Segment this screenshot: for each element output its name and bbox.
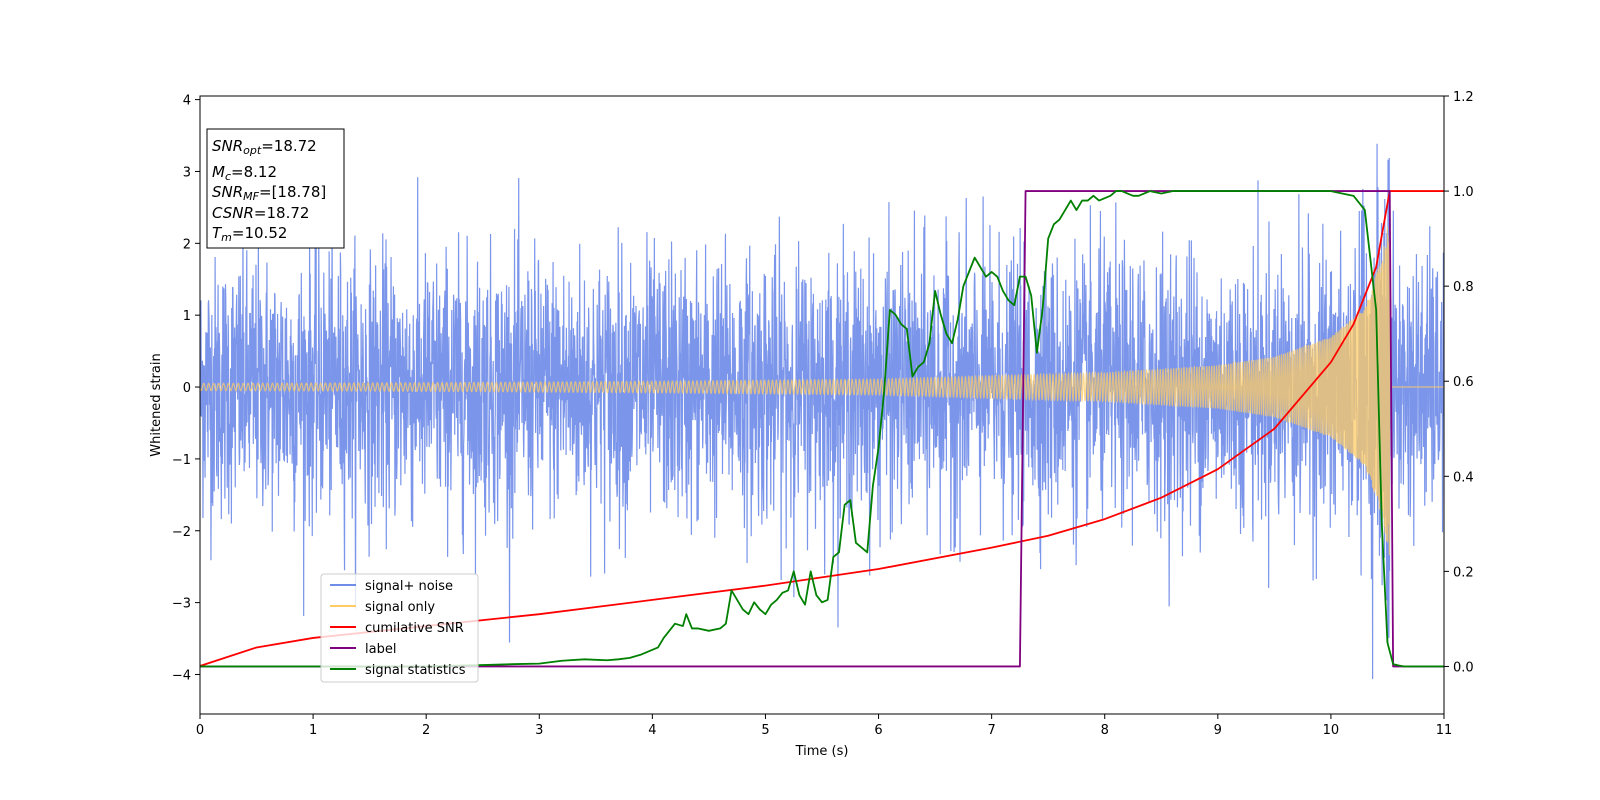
y2-tick-label: 1.2: [1453, 90, 1474, 105]
x-axis: 0 1 2 3 4 5 6 7 8 9 10 11: [196, 714, 1452, 738]
y-tick-label: −3: [172, 597, 191, 612]
y-tick-label: 1: [183, 309, 191, 324]
x-tick-label: 5: [761, 723, 769, 738]
series-signal-only: [200, 219, 1444, 556]
x-tick-label: 6: [874, 723, 882, 738]
info-mc: Mc=8.12: [212, 163, 277, 183]
info-csnr: CSNR=18.72: [212, 204, 309, 222]
x-tick-label: 8: [1101, 723, 1109, 738]
y2-tick-label: 0.2: [1453, 565, 1474, 580]
y-tick-label: −2: [172, 525, 191, 540]
legend-label-cumulative-snr: cumilative SNR: [365, 621, 464, 636]
y2-tick-label: 0.0: [1453, 660, 1474, 675]
info-tm: Tm=10.52: [212, 224, 287, 244]
y-axis-left: 4 3 2 1 0 −1 −2 −3 −4: [172, 94, 200, 683]
series-signal-noise: [200, 143, 1444, 680]
y-tick-label: 3: [183, 165, 191, 180]
x-tick-label: 11: [1436, 723, 1453, 738]
legend: signal+ noise signal only cumilative SNR…: [320, 573, 479, 683]
x-tick-label: 9: [1214, 723, 1222, 738]
y2-tick-label: 0.6: [1453, 375, 1474, 390]
y2-tick-label: 0.4: [1453, 470, 1474, 485]
y-tick-label: 4: [183, 94, 191, 109]
y2-tick-label: 0.8: [1453, 280, 1474, 295]
y-tick-label: −4: [172, 668, 191, 683]
x-tick-label: 3: [535, 723, 543, 738]
info-box: SNRopt=18.72 Mc=8.12 SNRMF=[18.78] CSNR=…: [206, 128, 345, 249]
y-tick-label: −1: [172, 453, 191, 468]
x-tick-label: 4: [648, 723, 656, 738]
y-axis-label: Whitened strain: [149, 353, 164, 456]
legend-label-signal-only: signal only: [365, 600, 435, 615]
x-axis-label: Time (s): [795, 744, 849, 759]
legend-label-signal-statistics: signal statistics: [365, 663, 466, 678]
x-tick-label: 1: [309, 723, 317, 738]
x-tick-label: 0: [196, 723, 204, 738]
y2-tick-label: 1.0: [1453, 185, 1474, 200]
x-tick-label: 10: [1323, 723, 1340, 738]
y-tick-label: 2: [183, 237, 191, 252]
plot-frame: [199, 95, 1445, 715]
y-axis-right: 1.2 1.0 0.8 0.6 0.4 0.2 0.0: [1444, 90, 1474, 675]
legend-label-signal-noise: signal+ noise: [365, 579, 453, 594]
x-tick-label: 7: [987, 723, 995, 738]
info-snr-opt: SNRopt=18.72: [212, 137, 317, 157]
y-tick-label: 0: [183, 381, 191, 396]
x-tick-label: 2: [422, 723, 430, 738]
info-snr-mf: SNRMF=[18.78]: [212, 183, 326, 203]
legend-label-label: label: [365, 642, 396, 657]
series-signal-statistics: [200, 190, 1444, 668]
